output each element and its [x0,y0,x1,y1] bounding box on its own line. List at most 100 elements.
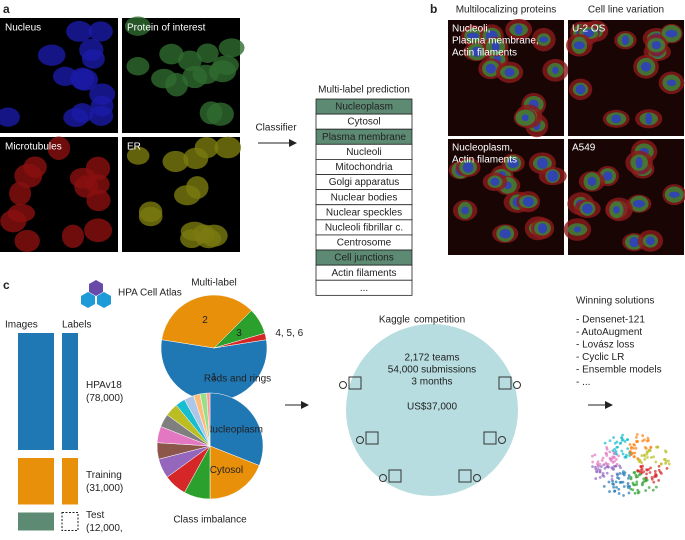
embedding-point [646,439,649,443]
label: 1 [211,372,217,383]
cell [14,229,40,252]
pie-slice [209,392,264,466]
label-bar [62,458,78,505]
label: HPA Cell Atlas [118,288,182,299]
embedding-point [615,445,619,449]
label: - Ensemble models [576,365,662,376]
embedding-point [614,458,618,461]
label: a [3,2,10,16]
embedding-point [628,443,632,446]
embedding-point [617,487,621,491]
embedding-point [602,484,606,488]
pie-slice [206,392,211,447]
computer-icon [388,469,402,483]
cell [491,41,500,52]
embedding-point [605,446,609,449]
embedding-point [615,485,618,489]
pie-slice [213,332,267,349]
person-icon [513,381,521,389]
embedding-point [654,460,658,464]
label: Centrosome [337,238,392,249]
cell [611,114,622,124]
computer-icon [498,376,512,390]
computer-icon [348,376,362,390]
embedding-point [593,453,597,457]
embedding-point [620,436,624,440]
embedding-point [613,460,616,463]
set-bar [18,333,54,450]
embedding-point [636,488,640,492]
computer-icon [458,469,472,483]
label: Multi-label [191,278,237,289]
embedding-point [601,456,605,460]
label: - Lovász loss [576,340,634,351]
label: 2 [202,315,208,326]
embedding-point [623,471,627,475]
label: Test [86,510,105,521]
cell [81,48,105,69]
label: Nuclear bodies [331,192,398,203]
embedding-point [603,467,607,470]
label: Nucleoli [346,147,382,158]
embedding-point [632,471,636,475]
embedding-point [647,486,651,489]
embedding-point [636,457,640,460]
embedding-point [641,434,645,437]
label: - Densenet-121 [576,315,645,326]
embedding-point [657,464,661,468]
embedding-point [607,480,611,484]
embedding-point [635,433,639,436]
label: Rods and rings [204,374,271,385]
embedding-point [628,451,631,455]
set-bar [18,512,54,531]
embedding-point [605,471,609,475]
embedding-point [622,494,625,497]
embedding-point [598,470,602,474]
embedding-point [590,454,594,458]
embedding-point [610,474,614,478]
cell [537,157,548,169]
cell [162,150,189,173]
embedding-point [617,477,621,480]
cell [514,24,523,35]
embedding-point [645,452,649,456]
embedding-point [619,466,622,470]
embedding-point [651,488,655,492]
cell [587,176,597,187]
label: 2,172 teams [404,353,459,364]
label: Multilocalizing proteins [456,5,557,16]
embedding-point [601,472,605,475]
embedding-point [641,483,644,487]
cell [461,206,469,215]
cell [218,38,245,58]
label: (78,000) [86,393,123,404]
embedding-point [636,491,640,495]
embedding-point [610,457,614,461]
embedding-point [621,452,625,456]
embedding-point [657,479,661,482]
embedding-point [632,446,635,450]
cell [640,61,652,72]
embedding-point [634,475,638,479]
cell [192,64,219,85]
embedding-point [600,459,604,462]
cell [52,66,78,86]
embedding-point [602,463,606,467]
cell [462,161,474,173]
cell [573,41,585,50]
person-icon [339,381,347,389]
cell [651,40,661,50]
cell [499,228,511,239]
label: - AutoAugment [576,327,642,338]
cell [621,35,630,46]
label: Mitochondria [335,162,393,173]
embedding-point [650,477,654,481]
cell [69,167,97,189]
embedding-point [596,460,600,464]
cell [0,107,20,127]
cell [552,66,559,74]
pie-slice [160,339,268,402]
embedding-point [658,470,662,474]
label: Winning solutions [576,296,654,307]
embedding-point [626,481,630,485]
